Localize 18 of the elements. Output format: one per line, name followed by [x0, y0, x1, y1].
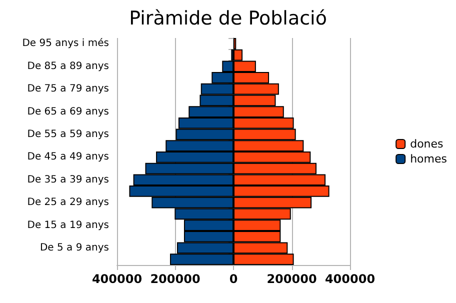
- y-tick-label: De 45 a 49 anys: [27, 152, 109, 163]
- x-tick-label: 200000: [266, 272, 317, 286]
- legend-label: homes: [410, 152, 448, 166]
- y-tick-label: De 85 a 89 anys: [27, 60, 109, 72]
- y-tick-label: De 35 a 39 anys: [27, 174, 109, 186]
- y-tick-label: De 55 a 59 anys: [27, 128, 109, 140]
- chart-title: Piràmide de Població: [129, 8, 327, 30]
- y-tick-label: De 95 anys i més: [22, 38, 109, 50]
- x-tick-label: 0: [229, 272, 238, 286]
- y-tick-label: De 5 a 9 anys: [40, 242, 109, 254]
- x-tick-label: 400000: [92, 272, 142, 286]
- y-tick-label: De 25 a 29 anys: [27, 197, 109, 208]
- x-tick-label: 200000: [150, 272, 200, 286]
- y-tick-label: De 15 a 19 anys: [27, 220, 109, 231]
- x-tick-label: 400000: [324, 272, 376, 286]
- y-tick-label: De 65 a 69 anys: [27, 106, 109, 118]
- legend-label: dones: [410, 138, 444, 150]
- y-tick-label: De 75 a 79 anys: [27, 84, 109, 95]
